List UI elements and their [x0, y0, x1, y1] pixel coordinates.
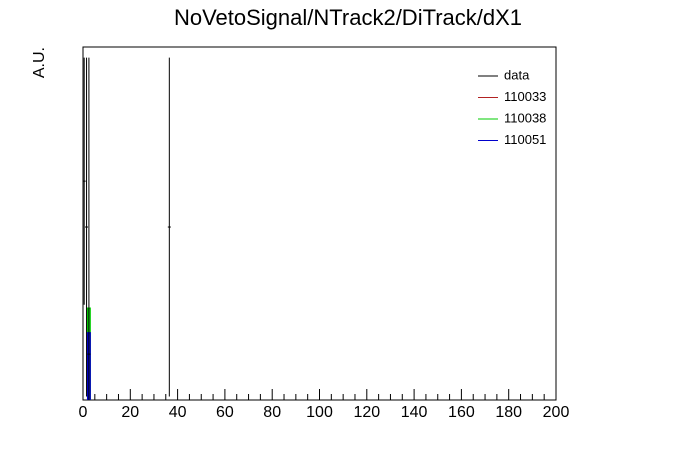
legend-label: 110051 — [504, 132, 546, 147]
y-axis-label: A.U. — [31, 47, 48, 78]
x-tick-label: 120 — [353, 404, 380, 421]
x-tick-label: 80 — [263, 404, 281, 421]
x-tick-label: 100 — [306, 404, 333, 421]
x-tick-label: 180 — [495, 404, 522, 421]
legend-label: data — [504, 67, 530, 82]
legend-label: 110038 — [504, 110, 546, 125]
x-tick-label: 200 — [543, 404, 570, 421]
legend-label: 110033 — [504, 89, 546, 104]
chart-title: NoVetoSignal/NTrack2/DiTrack/dX1 — [174, 5, 522, 30]
x-tick-label: 160 — [448, 404, 475, 421]
x-tick-label: 60 — [216, 404, 234, 421]
x-tick-label: 20 — [121, 404, 139, 421]
x-tick-label: 40 — [169, 404, 187, 421]
x-tick-label: 0 — [79, 404, 88, 421]
x-tick-label: 140 — [401, 404, 428, 421]
